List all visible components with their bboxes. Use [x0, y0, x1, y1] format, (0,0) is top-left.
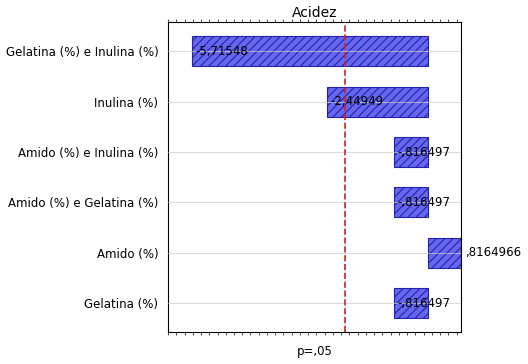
Bar [327, 87, 428, 117]
Text: -,816497: -,816497 [398, 297, 450, 309]
Bar [192, 36, 428, 66]
Bar [394, 187, 428, 217]
Text: -,816497: -,816497 [398, 146, 450, 158]
X-axis label: p=,05: p=,05 [296, 345, 332, 359]
Bar [428, 238, 461, 268]
Text: ,8164966: ,8164966 [465, 246, 521, 259]
Text: -2,44949: -2,44949 [330, 95, 383, 108]
Title: Acidez: Acidez [291, 5, 337, 20]
Text: -5,71548: -5,71548 [195, 45, 248, 58]
Bar [394, 137, 428, 167]
Bar [394, 288, 428, 318]
Text: -,816497: -,816497 [398, 196, 450, 209]
